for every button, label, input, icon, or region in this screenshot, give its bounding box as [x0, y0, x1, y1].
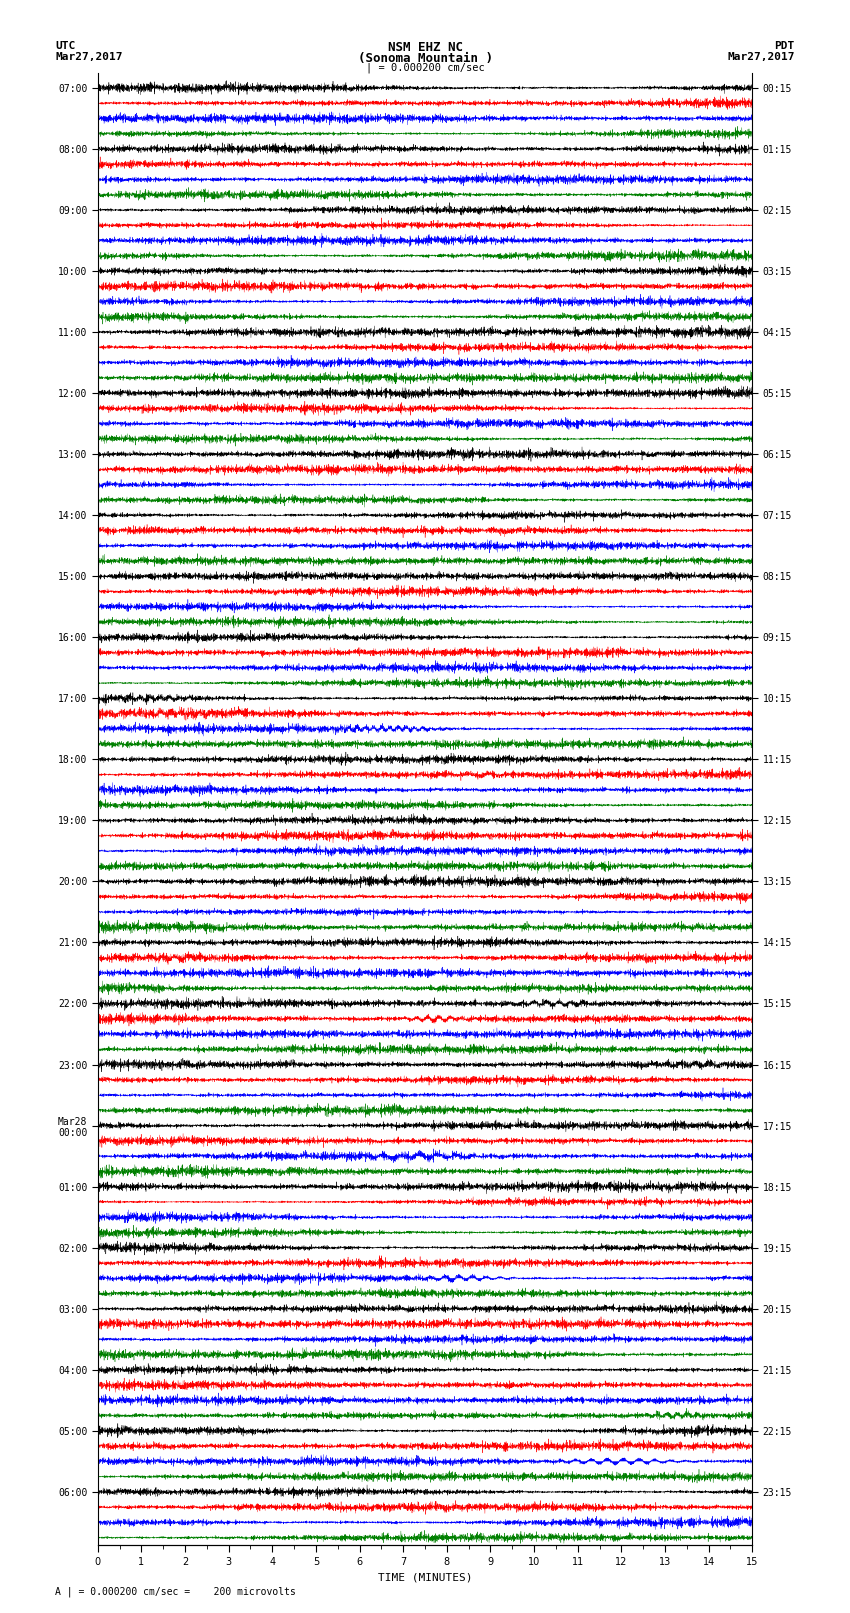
Text: Mar27,2017: Mar27,2017 [728, 52, 795, 63]
Text: Mar27,2017: Mar27,2017 [55, 52, 122, 63]
Text: UTC: UTC [55, 40, 76, 52]
X-axis label: TIME (MINUTES): TIME (MINUTES) [377, 1573, 473, 1582]
Text: A | = 0.000200 cm/sec =    200 microvolts: A | = 0.000200 cm/sec = 200 microvolts [55, 1586, 296, 1597]
Text: (Sonoma Mountain ): (Sonoma Mountain ) [358, 52, 492, 66]
Text: PDT: PDT [774, 40, 795, 52]
Text: NSM EHZ NC: NSM EHZ NC [388, 40, 462, 55]
Text: | = 0.000200 cm/sec: | = 0.000200 cm/sec [366, 63, 484, 74]
